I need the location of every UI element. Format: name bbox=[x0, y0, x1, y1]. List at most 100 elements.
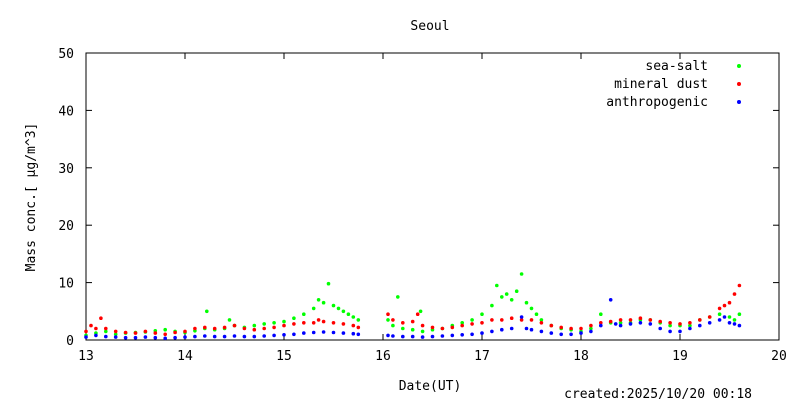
data-point bbox=[341, 331, 346, 335]
data-point bbox=[509, 326, 514, 331]
data-point bbox=[396, 295, 400, 299]
data-point bbox=[321, 319, 326, 324]
data-point bbox=[163, 332, 167, 337]
legend-marker bbox=[737, 64, 741, 68]
data-point bbox=[94, 326, 98, 331]
data-point bbox=[282, 319, 286, 324]
data-point bbox=[495, 283, 499, 288]
y-tick-label: 10 bbox=[58, 277, 74, 292]
data-point bbox=[569, 326, 573, 331]
data-point bbox=[549, 323, 554, 328]
x-tick-label: 15 bbox=[276, 349, 292, 364]
data-point bbox=[559, 325, 563, 330]
data-point bbox=[341, 322, 346, 326]
data-point bbox=[648, 318, 653, 322]
data-point bbox=[401, 334, 405, 339]
data-point bbox=[222, 334, 227, 339]
data-point bbox=[292, 316, 296, 321]
data-point bbox=[509, 298, 514, 302]
data-point bbox=[500, 318, 504, 322]
data-point bbox=[252, 323, 257, 328]
data-point bbox=[282, 333, 286, 337]
data-point bbox=[678, 322, 682, 326]
data-point bbox=[450, 325, 455, 330]
data-point bbox=[242, 326, 247, 331]
data-point bbox=[193, 334, 197, 339]
data-point bbox=[490, 329, 494, 334]
x-tick-label: 20 bbox=[771, 349, 787, 364]
data-point bbox=[282, 323, 286, 328]
data-point bbox=[420, 323, 425, 328]
legend-label: mineral dust bbox=[614, 77, 708, 92]
data-point bbox=[608, 319, 613, 324]
data-point bbox=[460, 333, 465, 337]
data-point bbox=[589, 323, 593, 328]
x-axis-label: Date(UT) bbox=[399, 379, 462, 394]
data-point bbox=[262, 322, 267, 326]
data-point bbox=[698, 318, 702, 322]
data-point bbox=[737, 323, 742, 328]
data-point bbox=[123, 335, 128, 340]
data-point bbox=[737, 283, 742, 288]
data-point bbox=[89, 323, 93, 328]
data-point bbox=[183, 329, 187, 334]
data-point bbox=[490, 303, 494, 308]
axis-ticks: 13 14 15 16 17 18 19 20 0 10 20 30 40 50 bbox=[58, 47, 786, 364]
data-point bbox=[153, 335, 158, 340]
legend-marker bbox=[737, 100, 741, 104]
legend: sea-salt mineral dust anthropogenic bbox=[606, 59, 741, 110]
data-point bbox=[589, 326, 593, 331]
data-point bbox=[232, 334, 237, 338]
data-point bbox=[321, 300, 326, 305]
data-point bbox=[153, 331, 158, 335]
y-tick-label: 30 bbox=[58, 162, 74, 177]
data-point bbox=[133, 331, 138, 335]
data-point bbox=[618, 318, 623, 322]
data-point bbox=[316, 318, 321, 322]
data-point bbox=[727, 321, 732, 325]
data-point bbox=[386, 333, 390, 338]
data-point bbox=[311, 330, 316, 335]
data-point bbox=[678, 329, 682, 334]
data-point bbox=[539, 318, 544, 322]
data-point bbox=[668, 329, 672, 334]
data-point bbox=[727, 300, 732, 305]
data-point bbox=[351, 323, 356, 328]
data-point bbox=[331, 321, 336, 325]
data-point bbox=[688, 321, 692, 325]
data-point bbox=[104, 334, 108, 339]
plot-border bbox=[85, 52, 780, 341]
data-point bbox=[410, 334, 415, 339]
y-tick-label: 40 bbox=[58, 104, 74, 119]
legend-label: sea-salt bbox=[645, 59, 708, 74]
data-points bbox=[84, 272, 742, 341]
data-point bbox=[519, 272, 524, 276]
data-point bbox=[579, 326, 583, 331]
data-point bbox=[717, 312, 722, 317]
data-point bbox=[509, 316, 514, 321]
data-point bbox=[84, 329, 88, 334]
data-point bbox=[732, 322, 737, 326]
x-tick-label: 16 bbox=[375, 349, 391, 364]
data-point bbox=[331, 330, 336, 335]
data-point bbox=[420, 329, 425, 334]
data-point bbox=[203, 334, 207, 338]
data-point bbox=[569, 332, 573, 337]
data-point bbox=[707, 321, 712, 325]
data-point bbox=[302, 321, 306, 325]
data-point bbox=[440, 334, 445, 338]
data-point bbox=[341, 309, 346, 314]
data-point bbox=[252, 334, 257, 339]
data-point bbox=[722, 303, 727, 308]
data-point bbox=[212, 326, 217, 331]
data-point bbox=[401, 321, 405, 325]
x-tick-label: 17 bbox=[474, 349, 490, 364]
data-point bbox=[123, 330, 128, 335]
data-point bbox=[529, 327, 534, 332]
data-point bbox=[618, 323, 623, 328]
data-point bbox=[203, 325, 207, 330]
data-point bbox=[490, 318, 494, 322]
y-tick-label: 50 bbox=[58, 47, 74, 62]
data-point bbox=[113, 332, 118, 337]
